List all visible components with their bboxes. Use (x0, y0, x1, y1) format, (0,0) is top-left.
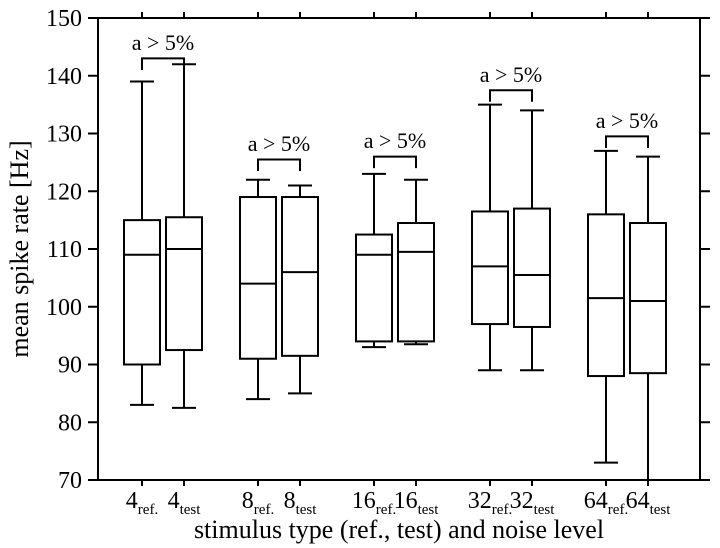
box (240, 197, 276, 359)
box (630, 223, 666, 373)
xtick-label: 32ref. (468, 488, 512, 518)
sig-bracket (258, 159, 300, 171)
box (356, 235, 392, 342)
sig-annotation: a > 5% (248, 131, 311, 156)
ytick-label: 130 (46, 122, 82, 148)
xtick-label: 4ref. (126, 488, 158, 518)
box (166, 217, 202, 350)
box (514, 209, 550, 327)
box (472, 211, 508, 324)
sig-annotation: a > 5% (596, 108, 659, 133)
sig-annotation: a > 5% (364, 128, 427, 153)
sig-bracket (606, 136, 648, 148)
x-axis-label: stimulus type (ref., test) and noise lev… (194, 515, 604, 544)
xtick-label: 8test (284, 488, 318, 518)
ytick-label: 150 (46, 6, 82, 32)
boxplot-chart: 70 80 90 100 110 120 130 140 150 mean spike rate … (0, 0, 720, 548)
xtick-label: 16ref. (352, 488, 396, 518)
sig-annotation: a > 5% (480, 62, 543, 87)
box (124, 220, 160, 364)
box (282, 197, 318, 356)
ytick-label: 110 (47, 237, 82, 263)
box (398, 223, 434, 341)
ytick-label: 100 (46, 295, 82, 321)
xtick-label: 8ref. (242, 488, 274, 518)
ytick-label: 140 (46, 64, 82, 90)
ytick-label: 120 (46, 179, 82, 205)
xtick-label: 16test (394, 488, 440, 518)
ytick-label: 80 (58, 410, 82, 436)
xtick-label: 64test (626, 488, 672, 518)
xtick-label: 4test (168, 488, 202, 518)
y-axis-label: mean spike rate [Hz] (5, 140, 34, 357)
xtick-label: 32test (510, 488, 556, 518)
sig-bracket (490, 90, 532, 102)
sig-bracket (374, 157, 416, 169)
ytick-label: 70 (58, 468, 82, 494)
chart-svg: 70 80 90 100 110 120 130 140 150 mean spike rate … (0, 0, 720, 548)
ytick-label: 90 (58, 353, 82, 379)
sig-annotation: a > 5% (132, 30, 195, 55)
box (588, 214, 624, 376)
xtick-label: 64ref. (584, 488, 628, 518)
